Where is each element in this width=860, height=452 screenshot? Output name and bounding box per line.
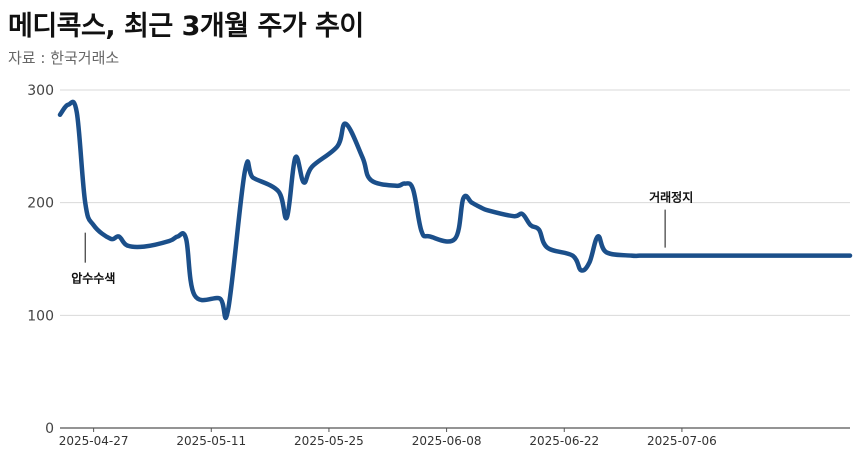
- chart-title: 메디콕스, 최근 3개월 주가 추이: [8, 11, 364, 42]
- x-tick-label: 2025-04-27: [59, 434, 129, 448]
- series-line-0: [57, 99, 853, 321]
- chart-source: 자료 : 한국거래소: [8, 49, 120, 67]
- x-tick-label: 2025-05-25: [294, 434, 364, 448]
- x-tick-label: 2025-06-22: [529, 434, 599, 448]
- annotation-label: 거래정지: [649, 190, 693, 205]
- x-tick-label: 2025-07-06: [647, 434, 717, 448]
- y-tick-label: 0: [45, 421, 54, 437]
- x-tick-label: 2025-06-08: [412, 434, 482, 448]
- x-tick-label: 2025-05-11: [176, 434, 246, 448]
- y-tick-label: 100: [27, 308, 54, 324]
- y-tick-label: 300: [27, 83, 54, 99]
- y-tick-label: 200: [27, 196, 54, 212]
- annotation-label: 압수수색: [71, 271, 115, 286]
